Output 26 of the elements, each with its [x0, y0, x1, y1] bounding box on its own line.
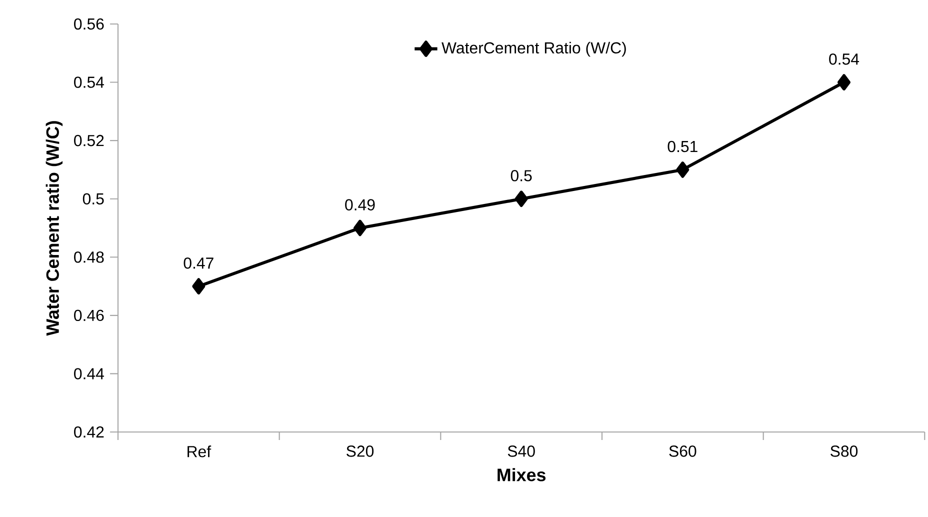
- data-label: 0.51: [668, 140, 698, 152]
- x-tick-label: S60: [669, 445, 696, 457]
- y-tick-label: 0.48: [74, 251, 104, 263]
- x-axis-title: Mixes: [498, 468, 546, 482]
- point: [192, 278, 206, 294]
- data-label: 0.49: [345, 199, 375, 210]
- y-tick-label: 0.42: [74, 426, 104, 438]
- y-tick-label: 0.56: [74, 18, 104, 30]
- point: [514, 190, 528, 207]
- legend-label: WaterCement Ratio (W/C): [442, 42, 626, 56]
- y-tick-label: 0.44: [74, 368, 104, 380]
- x-tick-label: S40: [508, 445, 535, 457]
- data-label: 0.47: [184, 257, 214, 269]
- y-tick-label: 0.46: [74, 310, 104, 321]
- y-tick-label: 0.52: [74, 134, 104, 146]
- y-axis-title: Water Cement ratio (W/C): [46, 120, 63, 336]
- point: [676, 161, 690, 178]
- point: [837, 74, 851, 90]
- point: [353, 220, 367, 236]
- x-tick-label: S80: [830, 445, 858, 457]
- data-label: 0.5: [510, 170, 532, 182]
- x-tick-label: Ref: [188, 445, 212, 458]
- y-tick-label: 0.5: [82, 193, 104, 204]
- x-tick-label: S20: [346, 445, 374, 457]
- data-label: 0.54: [829, 53, 860, 65]
- y-tick-label: 0.54: [74, 76, 104, 88]
